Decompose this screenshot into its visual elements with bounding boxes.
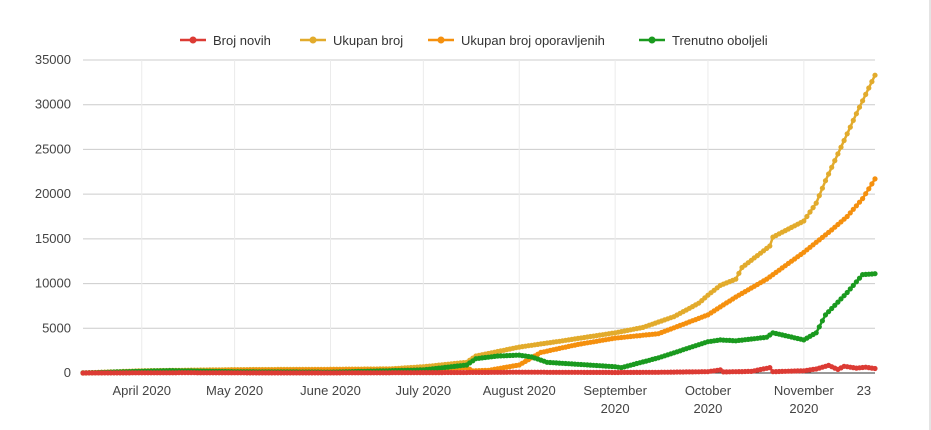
data-point: [807, 209, 813, 215]
data-point: [847, 286, 853, 292]
axes: 0 5000 10000 15000 20000 25000 30000 35000 April…: [35, 52, 871, 416]
legend-label: Ukupan broj oporavljenih: [461, 33, 605, 48]
data-point: [767, 365, 773, 371]
data-point: [872, 176, 878, 182]
legend-swatch-dot: [437, 36, 445, 44]
data-point: [860, 98, 866, 104]
data-point: [835, 299, 841, 305]
y-tick-label: 5000: [42, 320, 71, 335]
x-tick-label: April 2020: [113, 383, 172, 398]
series-ukupan-broj-oporavljenih: [80, 176, 878, 376]
data-point: [844, 131, 850, 137]
series-broj-novih: [80, 362, 878, 376]
series-lines: [80, 72, 878, 376]
x-tick-label: July 2020: [395, 383, 451, 398]
x-tick-label: November 2020: [774, 383, 835, 416]
y-tick-label: 0: [64, 365, 71, 380]
data-point: [822, 178, 829, 184]
x-tick-label: August 2020: [483, 383, 556, 398]
y-tick-label: 30000: [35, 97, 71, 112]
data-point: [810, 205, 816, 211]
data-point: [853, 111, 860, 117]
data-point: [816, 324, 822, 330]
data-point: [841, 293, 847, 299]
data-point: [869, 79, 875, 85]
gridlines: [83, 59, 875, 374]
legend: Broj novih Ukupan broj Ukupan broj oporavl…: [180, 33, 768, 48]
data-point: [853, 203, 860, 209]
legend-swatch-dot: [648, 36, 656, 44]
series-ukupan-broj: [80, 72, 878, 376]
data-point: [850, 282, 856, 288]
y-tick-label: 15000: [35, 231, 71, 246]
legend-entry[interactable]: Trenutno oboljeli: [639, 33, 768, 48]
legend-entry[interactable]: Ukupan broj: [300, 33, 403, 48]
data-point: [829, 305, 835, 312]
data-point: [829, 164, 835, 170]
y-tick-label: 35000: [35, 52, 71, 67]
data-point: [866, 186, 872, 192]
data-point: [860, 196, 866, 202]
legend-label: Broj novih: [213, 33, 271, 48]
data-point: [872, 271, 878, 277]
data-point: [733, 276, 739, 282]
x-tick-label: 23: [857, 383, 871, 398]
data-point: [856, 275, 863, 281]
legend-label: Trenutno oboljeli: [672, 33, 768, 48]
data-point: [847, 124, 853, 130]
data-point: [850, 206, 856, 212]
data-point: [844, 213, 850, 220]
x-tick-label: June 2020: [300, 383, 361, 398]
data-point: [832, 302, 838, 308]
data-point: [767, 243, 773, 249]
frame-border: [929, 0, 931, 430]
legend-swatch-dot: [309, 36, 317, 44]
data-point: [832, 158, 838, 164]
series-trenutno-oboljeli: [80, 271, 878, 376]
legend-entry[interactable]: Ukupan broj oporavljenih: [428, 33, 605, 48]
x-tick-label: October 2020: [685, 383, 732, 416]
legend-label: Ukupan broj: [333, 33, 403, 48]
x-tick-label: May 2020: [206, 383, 263, 398]
x-tick-label: September 2020: [583, 383, 647, 416]
data-point: [813, 330, 819, 336]
data-point: [838, 296, 844, 302]
data-point: [838, 144, 844, 150]
data-point: [853, 279, 860, 285]
data-point: [841, 137, 847, 144]
data-point: [844, 289, 850, 296]
data-point: [856, 104, 863, 110]
y-tick-label: 20000: [35, 186, 71, 201]
data-point: [872, 72, 878, 78]
data-point: [819, 318, 826, 324]
data-point: [736, 270, 742, 276]
data-point: [856, 199, 863, 205]
data-point: [863, 191, 869, 197]
data-point: [819, 185, 826, 191]
data-point: [866, 85, 872, 91]
data-point: [869, 181, 875, 187]
data-point: [872, 365, 878, 372]
data-point: [850, 117, 856, 123]
data-point: [863, 91, 869, 97]
data-point: [826, 171, 832, 177]
data-point: [801, 218, 807, 224]
data-point: [804, 213, 810, 220]
data-point: [826, 309, 832, 315]
data-point: [822, 312, 829, 318]
y-tick-label: 10000: [35, 276, 71, 291]
legend-swatch-dot: [189, 36, 197, 44]
data-point: [813, 200, 819, 206]
data-point: [847, 210, 853, 216]
data-point: [816, 193, 822, 199]
data-point: [835, 151, 841, 157]
legend-entry[interactable]: Broj novih: [180, 33, 271, 48]
series-line: [83, 178, 877, 375]
y-tick-label: 25000: [35, 141, 71, 156]
